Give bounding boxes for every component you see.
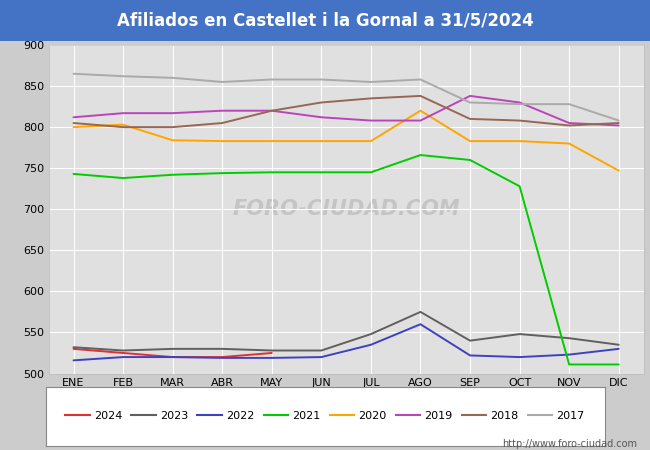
Text: Afiliados en Castellet i la Gornal a 31/5/2024: Afiliados en Castellet i la Gornal a 31/… (116, 11, 534, 29)
Text: FORO-CIUDAD.COM: FORO-CIUDAD.COM (232, 199, 460, 219)
Text: http://www.foro-ciudad.com: http://www.foro-ciudad.com (502, 439, 637, 449)
Legend: 2024, 2023, 2022, 2021, 2020, 2019, 2018, 2017: 2024, 2023, 2022, 2021, 2020, 2019, 2018… (60, 407, 590, 426)
